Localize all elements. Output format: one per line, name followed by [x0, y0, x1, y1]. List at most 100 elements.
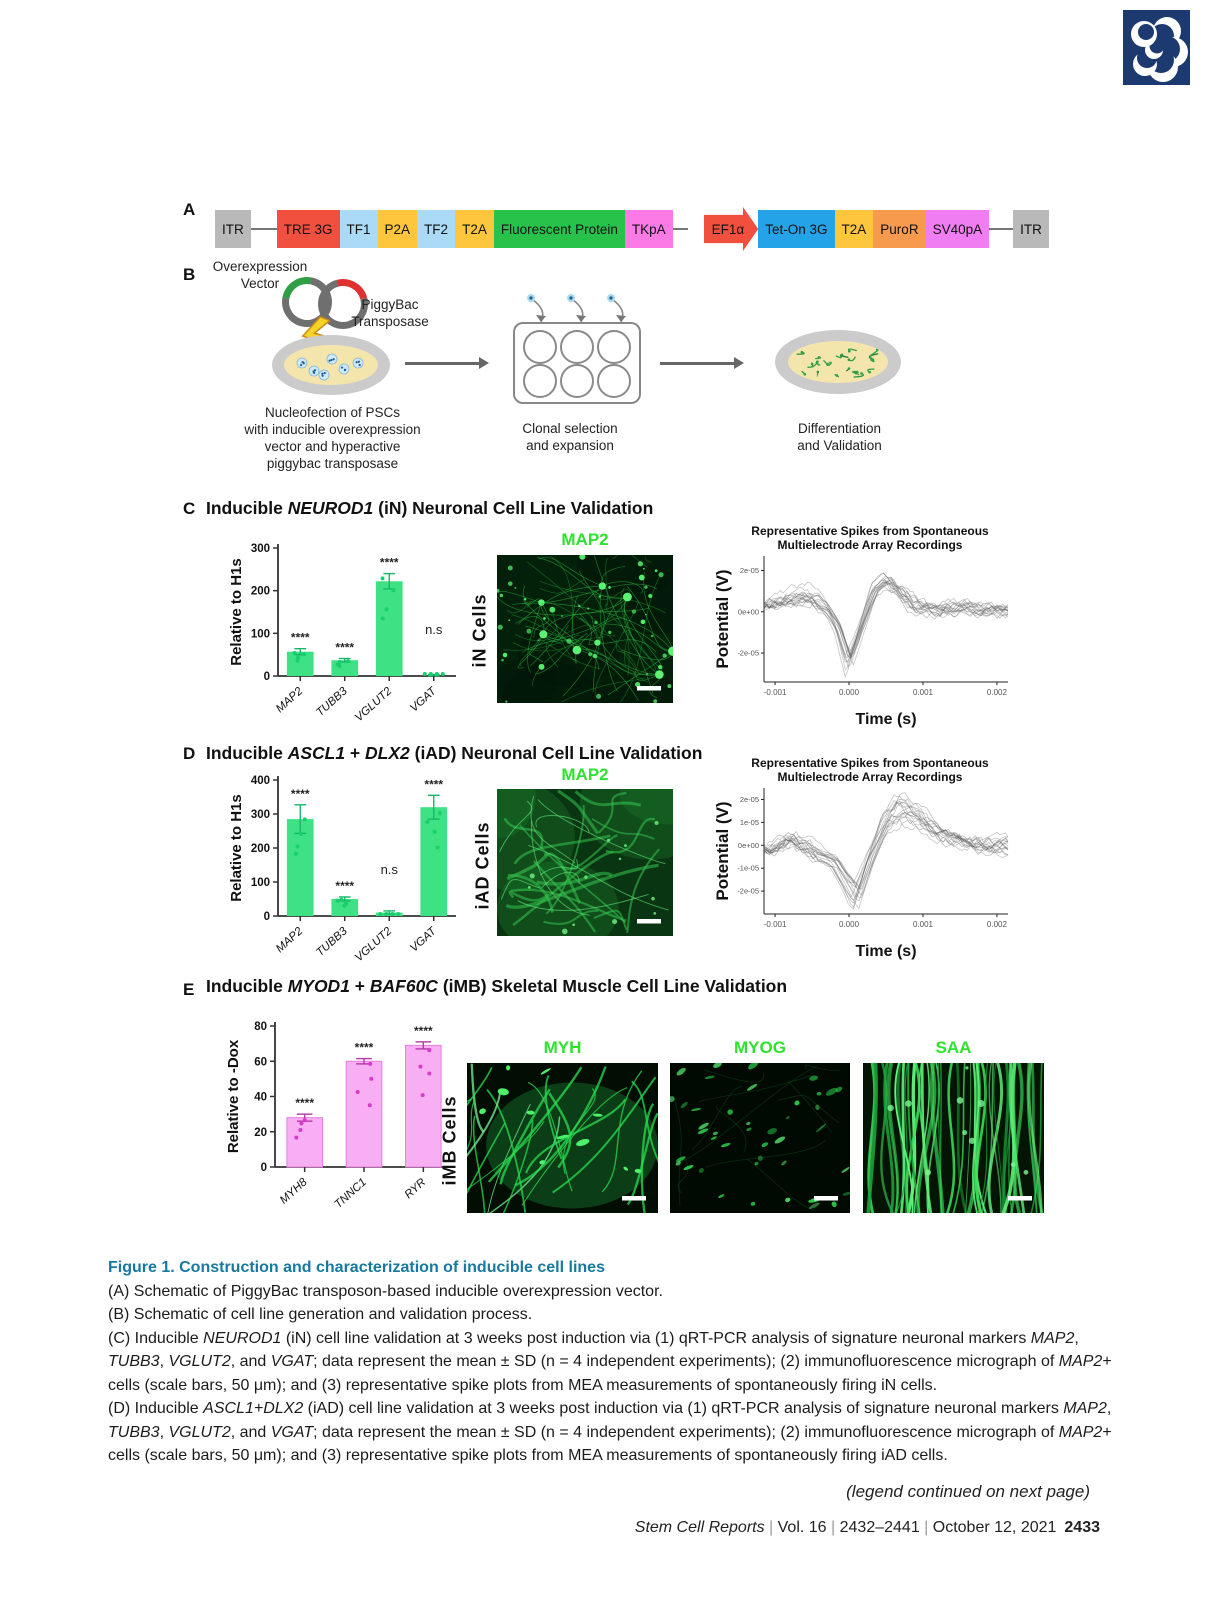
vector-element-sv40pa: SV40pA: [925, 210, 990, 248]
svg-text:60: 60: [254, 1056, 267, 1068]
svg-text:20: 20: [254, 1127, 267, 1139]
text-segment: Stem Cell Reports: [634, 1519, 765, 1536]
vector-element-t2a: T2A: [455, 210, 494, 248]
text-segment: +: [1102, 1353, 1112, 1370]
micrograph-myh: [467, 1063, 658, 1213]
svg-text:-2e-05: -2e-05: [737, 887, 759, 896]
svg-text:MYH8: MYH8: [278, 1176, 310, 1207]
text-segment: MAP2: [1063, 1400, 1107, 1417]
text-segment: DLX2: [365, 743, 410, 763]
vector-element-t2a: T2A: [834, 210, 874, 248]
transfected-cells-icon: [296, 353, 364, 381]
svg-text:0: 0: [261, 1162, 267, 1174]
svg-text:n.s: n.s: [381, 862, 399, 877]
text-segment: +: [1102, 1423, 1112, 1441]
svg-text:Relative to -Dox: Relative to -Dox: [225, 1039, 242, 1153]
differentiated-cells-icon: [796, 348, 879, 378]
mea-plot-iAD: 2e-05 1e-05 0e+00 -1e-05 -2e-05 -0.001 0.000 0.…: [713, 782, 1016, 969]
row-label-iAD-cells: iAD Cells: [472, 821, 493, 910]
svg-text:****: ****: [335, 879, 354, 893]
svg-text:****: ****: [291, 787, 310, 801]
text-segment: ASCL1+DLX2: [203, 1400, 304, 1417]
svg-text:MAP2: MAP2: [274, 925, 306, 955]
text-segment: ,: [159, 1353, 169, 1370]
text-segment: ,: [159, 1423, 169, 1441]
vector-element-tf2: TF2: [417, 210, 456, 248]
text-segment: (iN) cell line validation at 3 weeks pos…: [281, 1329, 1031, 1347]
text-segment: |: [826, 1519, 840, 1536]
text-segment: +: [345, 743, 366, 763]
mea-title-iAD: Representative Spikes from Spontaneous M…: [751, 756, 989, 784]
panel-e-letter: E: [183, 980, 195, 999]
figure-legend-title: Figure 1. Construction and characterizat…: [108, 1259, 605, 1276]
panel-b-caption-1: Nucleofection of PSCs with inducible ove…: [244, 405, 421, 471]
figure-legend: Figure 1. Construction and characterizat…: [108, 1256, 1128, 1468]
figure-legend-line: TUBB3, VGLUT2, and VGAT; data represent …: [108, 1350, 1128, 1374]
micrograph-myog: [670, 1063, 850, 1213]
vector-element-p2a: P2A: [377, 210, 418, 248]
row-label-iN-cells: iN Cells: [469, 593, 490, 668]
text-segment: VGAT: [270, 1423, 314, 1441]
text-segment: Inducible: [206, 498, 288, 518]
text-segment: ,: [1106, 1400, 1112, 1417]
text-segment: |: [764, 1519, 778, 1536]
svg-text:TUBB3: TUBB3: [314, 685, 350, 719]
text-segment: MAP2: [1058, 1353, 1103, 1370]
figure-legend-line: (C) Inducible NEUROD1 (iN) cell line val…: [108, 1327, 1128, 1351]
journal-citation: Stem Cell Reports | Vol. 16 | 2432–2441 …: [500, 1519, 1100, 1537]
vector-promoter-arrow-EF1α: EF1α: [703, 207, 759, 251]
panel-b-caption-3: Differentiation and Validation: [797, 421, 882, 453]
figure-legend-line: cells (scale bars, 50 μm); and (3) repre…: [108, 1374, 1128, 1398]
vector-element-fluorescent-protein: Fluorescent Protein: [493, 210, 625, 248]
svg-text:****: ****: [414, 1024, 433, 1038]
stain-label-map2-iN: MAP2: [561, 530, 609, 549]
text-segment: ; data represent the mean ± SD (n = 4 in…: [313, 1423, 1059, 1441]
svg-text:0.000: 0.000: [839, 688, 860, 697]
vector-element-tkpa: TKpA: [624, 210, 673, 248]
text-segment: , and: [230, 1353, 271, 1370]
figure-legend-line: TUBB3, VGLUT2, and VGAT; data represent …: [108, 1421, 1128, 1445]
text-segment: Vol. 16: [777, 1519, 827, 1536]
svg-text:2e-05: 2e-05: [740, 566, 759, 575]
plate-well: [597, 330, 632, 364]
svg-text:-1e-05: -1e-05: [737, 864, 759, 873]
vector-element-tet-on-3g: Tet-On 3G: [758, 210, 835, 248]
micrograph-map2-iAD: [497, 789, 673, 936]
plate-well: [522, 330, 557, 364]
text-segment: Inducible: [206, 743, 288, 763]
text-segment: ,: [1074, 1329, 1079, 1347]
workflow-arrow-2-icon: [660, 357, 744, 368]
panel-b-letter: B: [183, 265, 196, 284]
scale-bar: [637, 686, 661, 691]
text-segment: |: [919, 1519, 933, 1536]
vector-gap: [688, 228, 704, 230]
differentiation-dish-icon: [775, 330, 901, 394]
text-segment: (iAD) Neuronal Cell Line Validation: [409, 743, 703, 763]
svg-text:****: ****: [380, 556, 399, 570]
text-segment: VGLUT2: [168, 1353, 231, 1370]
svg-text:40: 40: [254, 1092, 267, 1104]
qpcr-chart-iAD: 0 100 200 300 400 Relative to H1s **** MAP2 ****…: [228, 762, 468, 967]
text-segment: BAF60C: [369, 976, 438, 996]
stain-label-saa: SAA: [935, 1038, 972, 1057]
six-well-plate-icon: [513, 322, 641, 404]
svg-text:0.001: 0.001: [913, 688, 934, 697]
text-segment: ASCL1: [287, 743, 346, 763]
mea-title-iN: Representative Spikes from Spontaneous M…: [751, 524, 989, 552]
vector-connector-line: [672, 228, 688, 230]
nucleofection-dish-icon: [272, 335, 390, 395]
svg-text:Time (s): Time (s): [855, 943, 916, 960]
svg-text:2e-05: 2e-05: [740, 795, 759, 804]
svg-text:n.s: n.s: [425, 622, 443, 637]
plate-well: [559, 364, 594, 398]
svg-text:0: 0: [264, 671, 270, 683]
svg-text:Relative to H1s: Relative to H1s: [228, 558, 245, 666]
micrograph-map2-iN: [497, 555, 673, 703]
text-segment: (iAD) cell line validation at 3 weeks po…: [303, 1400, 1064, 1417]
qpcr-chart-iMB: 0 20 40 60 80 Relative to -Dox **** MYH8 **** TNN…: [225, 1008, 465, 1218]
svg-text:0.000: 0.000: [839, 920, 860, 929]
svg-text:VGAT: VGAT: [408, 685, 439, 715]
svg-text:RYR: RYR: [403, 1176, 429, 1201]
text-segment: +: [349, 976, 370, 996]
text-segment: 2432–2441: [839, 1519, 920, 1536]
